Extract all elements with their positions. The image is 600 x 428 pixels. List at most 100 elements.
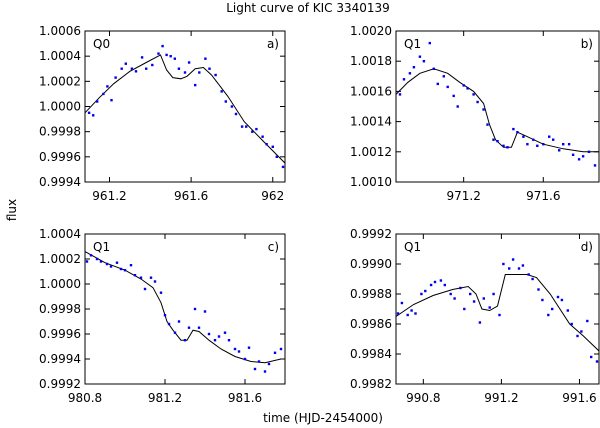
data-point [556,295,560,299]
data-point [511,258,515,261]
data-point [428,41,431,45]
data-point [482,108,485,111]
data-point [257,360,261,363]
data-point [253,367,257,371]
data-point [124,62,127,65]
y-tick-label: 1.0002 [39,252,81,266]
data-point [129,264,133,267]
data-point [217,335,221,338]
data-point [187,326,191,329]
data-point [526,143,529,146]
data-point [496,140,499,143]
y-tick-label: 1.0020 [350,24,392,38]
data-point [547,313,550,317]
data-point [506,146,509,149]
y-tick-label: 1.0002 [39,74,81,88]
data-point [133,274,137,277]
data-point [265,143,268,146]
data-point [177,67,181,70]
data-point [469,292,472,296]
data-point [233,347,237,351]
data-point [99,260,103,263]
panel-frame [395,233,600,385]
data-point [576,334,579,338]
y-tick-label: 0.9996 [39,327,81,341]
data-point [452,94,455,98]
data-point [580,330,583,333]
panel-letter: b) [581,37,593,51]
data-point [577,158,581,161]
data-point [169,55,172,58]
data-point [408,72,412,75]
data-point [492,292,495,296]
data-point [566,309,569,312]
data-point [173,57,176,60]
y-axis-title: flux [5,199,19,221]
y-tick-label: 0.9988 [350,287,392,301]
data-point [96,100,99,103]
data-point [153,280,157,283]
data-point [251,130,254,133]
data-point [512,127,515,131]
data-point [400,301,404,305]
data-point [459,286,462,290]
data-point [443,283,446,287]
data-point [482,297,485,300]
data-point [213,339,217,342]
plot-area [396,258,599,363]
panel-letter: c) [268,240,279,254]
data-point [208,67,211,70]
data-point [590,355,593,359]
data-point [204,57,207,60]
data-point [593,164,597,167]
data-point [521,264,525,267]
data-point [502,262,505,266]
data-point [227,339,231,342]
data-point [89,254,93,257]
y-tick-label: 0.9998 [39,302,81,316]
y-tick-label: 1.0000 [39,277,81,291]
plot-area [85,44,285,169]
data-point [92,114,95,117]
data-point [145,67,148,70]
model-curve [396,68,599,153]
y-tick-label: 1.0012 [350,145,392,159]
data-point [406,313,409,317]
y-tick-label: 0.9996 [39,150,81,164]
x-axis-title: time (HJD-2454000) [263,411,383,425]
data-point [446,85,449,89]
data-point [194,83,197,87]
data-point [119,267,123,271]
data-point [102,92,105,96]
data-point [187,61,191,64]
panel-frame [395,30,600,183]
model-curve [85,251,282,364]
data-point [245,125,248,128]
x-tick-label: 962 [261,189,284,203]
y-tick-label: 0.9994 [39,352,81,366]
x-tick-label: 971.2 [446,189,480,203]
x-tick-label: 991.6 [562,391,596,405]
data-point [279,347,283,351]
data-point [271,145,274,148]
data-point [275,155,278,158]
x-tick-label: 990.8 [406,391,440,405]
x-tick-label: 971.6 [526,189,560,203]
y-tick-label: 1.0014 [350,115,392,129]
data-point [562,143,565,146]
x-tick-label: 980.8 [68,391,102,405]
quarter-label: Q1 [404,240,421,254]
data-point [224,100,227,103]
y-tick-label: 0.9992 [350,227,392,241]
data-point [139,276,143,279]
data-point [230,105,234,108]
data-point [453,297,456,300]
data-point [234,112,238,116]
data-point [558,149,561,152]
data-point [466,87,469,90]
data-point [261,135,264,138]
data-point [498,313,501,317]
data-point [587,150,591,153]
data-point [439,279,443,282]
